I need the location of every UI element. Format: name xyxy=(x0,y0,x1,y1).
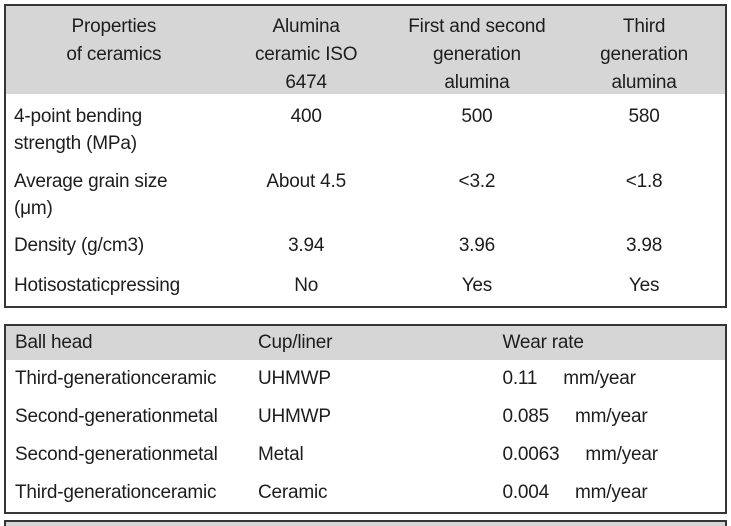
cell-value: 3.94 xyxy=(288,235,325,256)
cell-wear-rate: 0.004 mm/year xyxy=(493,482,725,504)
cell-cup-liner: Ceramic xyxy=(258,482,328,503)
header-properties-of-ceramics: Properties of ceramics xyxy=(66,16,162,65)
wear-value: 0.004 xyxy=(502,482,550,503)
row-label: Density (g/cm3) xyxy=(14,235,145,256)
table-row-density: Density (g/cm3) 3.94 3.96 3.98 xyxy=(6,224,725,264)
cell-ball-head: Second-generationmetal xyxy=(15,406,218,427)
table-row-bending-strength: 4-point bending strength (MPa) 400 500 5… xyxy=(6,94,725,158)
cell-wear-rate: 0.085 mm/year xyxy=(493,406,725,428)
table-row-second-gen-metal-uhmwp: Second-generationmetal UHMWP 0.085 mm/yea… xyxy=(6,398,725,436)
wear-unit: mm/year xyxy=(575,482,648,503)
wear-value: 0.085 xyxy=(502,406,550,427)
table-row-third-gen-ceramic-ceramic: Third-generationceramic Ceramic 0.004 mm/… xyxy=(6,474,725,512)
wear-value: 0.11 xyxy=(502,368,538,389)
table-row-second-gen-metal-metal: Second-generationmetal Metal 0.0063 mm/ye… xyxy=(6,436,725,474)
cell-wear-rate: 0.0063 mm/year xyxy=(493,444,725,466)
cell-value: <3.2 xyxy=(458,171,496,192)
cell-ball-head: Second-generationmetal xyxy=(15,444,218,465)
wear-rate-table: Ball head Cup/liner Wear rate Third-gene… xyxy=(4,324,727,514)
cell-value: 580 xyxy=(628,106,660,127)
wear-rate-header-row: Ball head Cup/liner Wear rate xyxy=(6,326,725,360)
header-ball-head: Ball head xyxy=(15,332,93,353)
header-cup-liner: Cup/liner xyxy=(258,332,333,353)
row-label: Hotisostaticpressing xyxy=(14,275,181,296)
wear-unit: mm/year xyxy=(585,444,658,465)
cell-value: About 4.5 xyxy=(266,171,346,192)
cell-value: 3.98 xyxy=(625,235,663,256)
header-first-second-generation: First and second generation alumina xyxy=(408,16,546,93)
header-alumina-iso-6474: Alumina ceramic ISO 6474 xyxy=(255,16,358,93)
cell-value: 500 xyxy=(461,106,493,127)
cell-value: No xyxy=(294,275,319,296)
cell-ball-head: Third-generationceramic xyxy=(15,482,217,503)
cell-wear-rate: 0.11 mm/year xyxy=(493,368,725,390)
cell-cup-liner: UHMWP xyxy=(258,368,331,389)
wear-value: 0.0063 xyxy=(502,444,560,465)
row-label: 4-point bending strength (MPa) xyxy=(14,106,142,154)
cell-value: Yes xyxy=(461,275,493,296)
cell-value: Yes xyxy=(628,275,660,296)
ceramic-properties-header-row: Properties of ceramics Alumina ceramic I… xyxy=(6,6,725,94)
header-third-generation: Third generation alumina xyxy=(600,16,688,93)
cell-ball-head: Third-generationceramic xyxy=(15,368,217,389)
header-wear-rate: Wear rate xyxy=(502,332,584,353)
cell-value: 400 xyxy=(290,106,322,127)
row-label: Average grain size (μm) xyxy=(14,171,168,219)
cell-cup-liner: Metal xyxy=(258,444,304,465)
next-table-cutoff-header xyxy=(4,520,727,526)
table-row-hot-isostatic-pressing: Hotisostaticpressing No Yes Yes xyxy=(6,264,725,304)
cell-value: 3.96 xyxy=(458,235,495,256)
cell-value: <1.8 xyxy=(625,171,663,192)
ceramic-properties-table: Properties of ceramics Alumina ceramic I… xyxy=(4,4,727,308)
table-row-third-gen-ceramic-uhmwp: Third-generationceramic UHMWP 0.11 mm/yea… xyxy=(6,360,725,398)
cell-cup-liner: UHMWP xyxy=(258,406,331,427)
table-row-grain-size: Average grain size (μm) About 4.5 <3.2 <… xyxy=(6,158,725,224)
wear-unit: mm/year xyxy=(563,368,636,389)
wear-unit: mm/year xyxy=(575,406,648,427)
